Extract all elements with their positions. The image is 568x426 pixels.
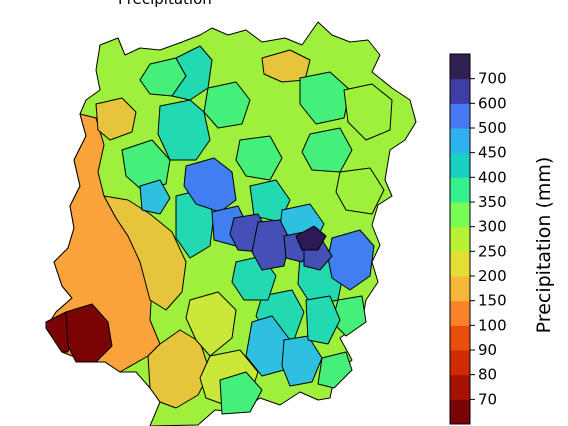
colorbar-segment [450, 300, 470, 326]
colorbar-label: Precipitation (mm) [533, 157, 555, 334]
colorbar-frame [449, 53, 471, 425]
region-south-teal-2 [305, 295, 341, 345]
colorbar: 70 80 90 100 150 200 250 300 350 400 450 500 600 700 [449, 53, 507, 425]
colorbar-segment [450, 177, 470, 203]
region-indigo-2 [251, 219, 291, 271]
colorbar-segment [450, 54, 470, 80]
colorbar-segment [450, 226, 470, 252]
region-central-cyan-1 [139, 179, 171, 215]
colorbar-segment [450, 103, 470, 129]
map-regions [45, 21, 417, 426]
region-blue-east [327, 229, 375, 291]
colorbar-segment [450, 374, 470, 400]
colorbar-tick-label: 150 [478, 292, 507, 310]
colorbar-segment [450, 251, 470, 277]
colorbar-tick-label: 350 [478, 193, 507, 211]
colorbar-segment [450, 325, 470, 351]
colorbar-tick-label: 400 [478, 168, 507, 186]
colorbar-tick-label: 500 [478, 119, 507, 137]
colorbar-tick-label: 200 [478, 267, 507, 285]
colorbar-segment [450, 202, 470, 228]
region-south-green-1 [219, 371, 263, 415]
region-west-central [103, 195, 187, 311]
map-title: Precipitation [118, 0, 212, 8]
colorbar-segment [450, 276, 470, 302]
region-blue-core-1 [183, 157, 237, 213]
colorbar-segment [450, 350, 470, 376]
region-north-teal-1 [171, 45, 213, 101]
colorbar-segment [450, 128, 470, 154]
colorbar-tick-label: 80 [478, 366, 497, 384]
region-south-green-2 [317, 351, 353, 389]
colorbar-tick-label: 600 [478, 94, 507, 112]
colorbar-segment [450, 152, 470, 178]
region-east-lime-2 [335, 167, 385, 215]
colorbar-tick-label: 100 [478, 316, 507, 334]
colorbar-tick-label: 70 [478, 390, 497, 408]
region-south-west-yellow [185, 291, 237, 357]
region-deep-red-2 [65, 303, 113, 363]
region-east-lime-1 [343, 83, 393, 141]
colorbar-tick-label: 700 [478, 70, 507, 88]
colorbar-tick-label: 90 [478, 341, 497, 359]
region-central-teal-1 [157, 99, 211, 161]
region-southwest [147, 329, 211, 409]
region-central-green-1 [121, 139, 171, 191]
region-purple-peak [295, 225, 327, 251]
colorbar-segment [450, 78, 470, 104]
colorbar-tick-label: 450 [478, 144, 507, 162]
region-northwest-patch [95, 97, 137, 141]
region-east-green-1 [299, 71, 351, 125]
colorbar-tick-label: 250 [478, 242, 507, 260]
colorbar-tick-label: 300 [478, 218, 507, 236]
region-mid-green-a [235, 135, 283, 181]
colorbar-segment [450, 399, 470, 425]
